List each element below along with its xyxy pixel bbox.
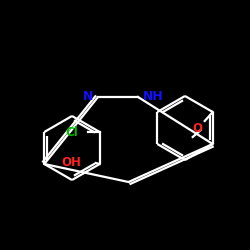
Text: Cl: Cl	[65, 126, 78, 138]
Text: NH: NH	[143, 90, 164, 104]
Text: N: N	[82, 90, 93, 104]
Text: OH: OH	[62, 156, 82, 168]
Text: O: O	[193, 122, 203, 134]
